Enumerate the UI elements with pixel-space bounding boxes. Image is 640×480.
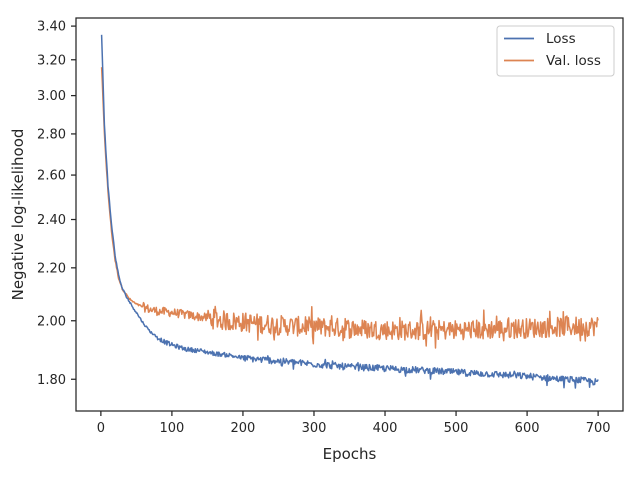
y-axis-label: Negative log-likelihood [9,129,27,301]
x-tick-label: 0 [97,421,105,436]
y-tick-label: 2.60 [37,169,66,184]
y-tick-label: 2.00 [37,314,66,329]
plot-frame [75,17,624,412]
series-line-loss [100,34,599,389]
legend-label-val-loss: Val. loss [546,53,601,69]
y-tick-label: 2.20 [37,261,66,276]
y-tick-label: 2.80 [37,127,66,142]
x-tick-label: 100 [159,421,184,436]
x-tick-label: 700 [586,421,611,436]
x-axis: 0 100 200 300 400 500 600 700 [97,411,611,436]
y-tick-label: 3.00 [37,89,66,104]
series-line-val-loss [100,67,599,349]
x-tick-label: 300 [302,421,327,436]
x-tick-label: 600 [515,421,540,436]
y-tick-label: 1.80 [37,373,66,388]
x-tick-label: 200 [231,421,256,436]
x-tick-label: 400 [373,421,398,436]
y-tick-label: 2.40 [37,213,66,228]
legend-label-loss: Loss [546,31,576,47]
x-tick-label: 500 [444,421,469,436]
y-tick-label: 3.40 [37,20,66,35]
x-axis-label: Epochs [323,445,377,463]
plot-lines [100,34,599,389]
legend: Loss Val. loss [496,25,615,77]
y-tick-label: 3.20 [37,53,66,68]
y-axis: 1.80 2.00 2.20 2.40 2.60 2.80 3.00 3.20 3.40 [37,20,76,388]
